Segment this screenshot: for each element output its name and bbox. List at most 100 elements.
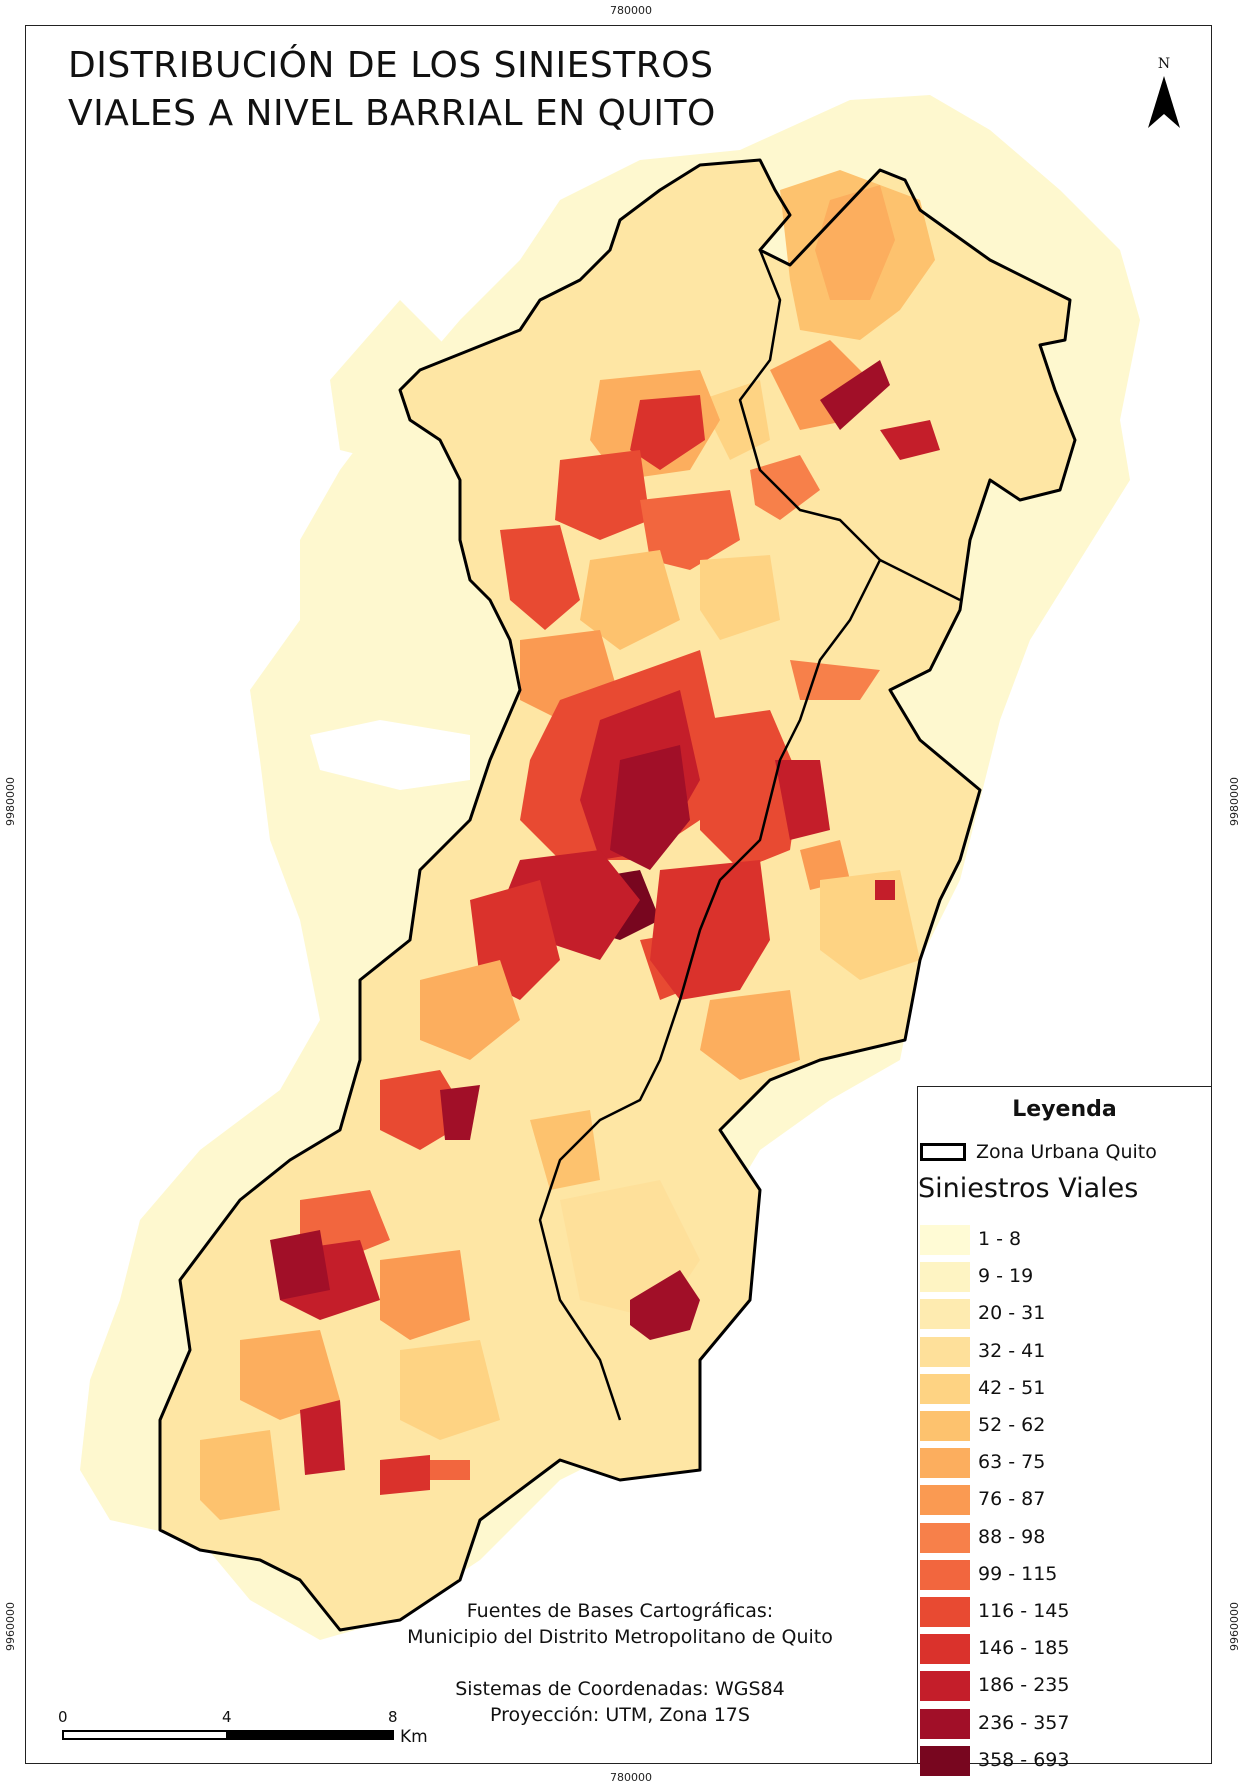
scale-tick-8: 8 [388, 1708, 398, 1726]
zone-south-m [200, 1430, 280, 1520]
title-line-1: DISTRIBUCIÓN DE LOS SINIESTROS [68, 45, 714, 86]
zone-central-c [610, 745, 690, 870]
legend-class-label: 358 - 693 [978, 1748, 1070, 1771]
urban-zone-inner-boundary [538, 249, 961, 1421]
zone-nc-c [555, 450, 650, 540]
legend-class-swatch [920, 1708, 970, 1739]
legend-class-row: 52 - 62 [920, 1411, 1045, 1441]
legend-class-row: 99 - 115 [920, 1559, 1057, 1590]
legend-class-swatch [920, 1411, 970, 1441]
scale-bar-segment-1 [62, 1730, 228, 1740]
legend-class-label: 146 - 185 [978, 1637, 1070, 1660]
legend-class-swatch [920, 1597, 970, 1627]
legend-class-label: 116 - 145 [978, 1600, 1070, 1622]
legend-class-row: 76 - 87 [920, 1485, 1045, 1516]
sources-line-1: Fuentes de Bases Cartográficas: [466, 1600, 774, 1622]
legend-class-row: 42 - 51 [920, 1373, 1045, 1404]
legend-class-swatch [920, 1745, 970, 1776]
legend-class-label: 76 - 87 [978, 1488, 1046, 1511]
zone-south-h [240, 1330, 340, 1420]
crs-line-2: Proyección: UTM, Zona 17S [490, 1704, 750, 1726]
zone-north-d [820, 360, 890, 430]
legend-class-swatch [920, 1671, 970, 1702]
legend-class-label: 9 - 19 [978, 1265, 1034, 1288]
legend-class-row: 63 - 75 [920, 1448, 1045, 1479]
zone-nc-b [630, 395, 705, 470]
zone-south-a [420, 960, 520, 1060]
clear-gap [310, 720, 470, 790]
coord-bottom: 780000 [610, 1771, 652, 1784]
zone-north-b [815, 185, 895, 300]
scale-tick-4: 4 [222, 1708, 232, 1726]
zone-southeast-c [530, 1110, 600, 1190]
zone-nc-d [500, 525, 580, 630]
legend-class-row: 358 - 693 [920, 1745, 1069, 1776]
legend-class-swatch [920, 1485, 970, 1516]
zone-southeast-b [630, 1270, 700, 1340]
legend-class-row: 146 - 185 [920, 1634, 1069, 1665]
legend-class-label: 236 - 357 [978, 1711, 1070, 1734]
crs-line-1: Sistemas de Coordenadas: WGS84 [455, 1678, 785, 1700]
legend-class-label: 52 - 62 [978, 1414, 1046, 1436]
legend-class-swatch [920, 1299, 970, 1330]
legend-class-swatch [920, 1522, 970, 1553]
legend-class-row: 1 - 8 [920, 1225, 1021, 1255]
legend-class-label: 20 - 31 [978, 1302, 1046, 1325]
zone-north-e [880, 420, 940, 460]
legend-class-row: 32 - 41 [920, 1336, 1045, 1367]
north-arrow: N [1144, 56, 1184, 136]
zone-east-b [775, 760, 830, 840]
zone-east-a [700, 710, 800, 870]
zone-east-e [700, 990, 800, 1080]
zone-south-g [380, 1250, 470, 1340]
legend-classes-title: Siniestros Viales [918, 1173, 1139, 1204]
map-frame [25, 25, 1212, 1764]
zone-south-k [430, 1460, 470, 1480]
scale-bar-segment-2 [226, 1730, 394, 1740]
legend-class-swatch [920, 1262, 970, 1293]
legend-class-swatch [920, 1336, 970, 1367]
map-title: DISTRIBUCIÓN DE LOS SINIESTROS VIALES A … [68, 42, 716, 138]
legend-class-row: 9 - 19 [920, 1262, 1033, 1293]
legend-title: Leyenda [1012, 1097, 1117, 1122]
legend-class-row: 186 - 235 [920, 1671, 1069, 1702]
legend-class-swatch [920, 1225, 970, 1255]
legend-panel: Leyenda Zona Urbana Quito Siniestros Via… [917, 1086, 1212, 1776]
zone-east-d [800, 840, 850, 890]
urban-zone-boundary [158, 158, 1077, 1632]
legend-class-label: 88 - 98 [978, 1525, 1046, 1548]
zone-south-j [380, 1455, 430, 1495]
legend-class-label: 32 - 41 [978, 1339, 1046, 1362]
zone-nc-h [700, 555, 780, 640]
north-arrow-icon [1148, 76, 1180, 128]
legend-class-label: 63 - 75 [978, 1451, 1046, 1474]
title-line-2: VIALES A NIVEL BARRIAL EN QUITO [68, 93, 716, 134]
zone-north-f [750, 455, 820, 520]
legend-zone-label: Zona Urbana Quito [976, 1141, 1157, 1163]
scale-bar: 0 4 8 Km [58, 1708, 428, 1748]
zone-east-c [650, 860, 770, 1000]
legend-class-swatch [920, 1559, 970, 1590]
zone-south-f [270, 1230, 330, 1300]
zone-swatch-icon [920, 1143, 966, 1161]
north-label: N [1157, 56, 1171, 72]
zone-south-i [300, 1400, 345, 1475]
legend-class-label: 42 - 51 [978, 1376, 1046, 1399]
legend-class-label: 99 - 115 [978, 1562, 1058, 1585]
sources-line-2: Municipio del Distrito Metropolitano de … [407, 1626, 833, 1648]
legend-class-label: 1 - 8 [978, 1228, 1022, 1250]
scale-tick-0: 0 [58, 1708, 68, 1726]
zone-nc-e [640, 490, 740, 570]
zone-south-d [300, 1190, 390, 1260]
legend-class-swatch [920, 1373, 970, 1404]
zone-south-c [440, 1085, 480, 1140]
zone-east-h [875, 880, 895, 900]
legend-class-row: 20 - 31 [920, 1299, 1045, 1330]
legend-class-row: 88 - 98 [920, 1522, 1045, 1553]
crs-note: Sistemas de Coordenadas: WGS84 Proyecció… [380, 1676, 860, 1728]
legend-class-row: 236 - 357 [920, 1708, 1069, 1739]
legend-class-row: 116 - 145 [920, 1597, 1069, 1627]
legend-class-swatch [920, 1634, 970, 1665]
coord-top: 780000 [610, 4, 652, 17]
legend-class-label: 186 - 235 [978, 1674, 1070, 1697]
